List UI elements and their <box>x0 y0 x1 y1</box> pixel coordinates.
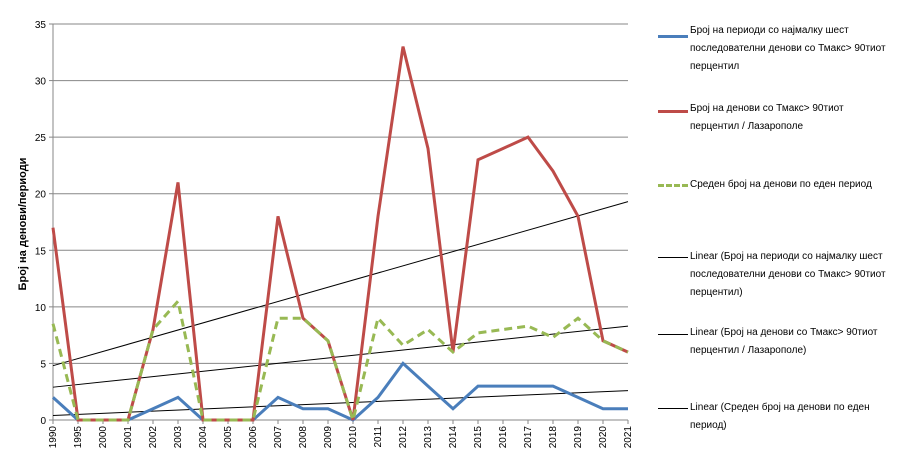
y-tick-label: 25 <box>35 133 47 144</box>
x-tick-label: 2007 <box>273 426 284 449</box>
legend-swatch-trend-average <box>658 408 688 409</box>
y-tick-label: 5 <box>40 359 46 370</box>
x-tick-label: 2020 <box>598 426 609 449</box>
x-tick-label: 2021 <box>623 426 634 449</box>
x-tick-label: 2018 <box>548 426 559 449</box>
x-tick-label: 2015 <box>473 426 484 449</box>
x-tick-label: 2005 <box>223 426 234 449</box>
y-tick-label: 15 <box>35 246 47 257</box>
legend-label-trend-average: Linear (Среден број на денови по еден пе… <box>690 402 870 431</box>
x-tick-label: 2008 <box>298 426 309 449</box>
series-line-1 <box>51 46 629 422</box>
x-tick-labels: 1990 1995 2000 2001 2002 2003 2004 2005 2006 2007… <box>48 426 634 449</box>
x-tick-label: 2002 <box>148 426 159 449</box>
x-tick-label: 2000 <box>98 426 109 449</box>
x-tick-label: 2014 <box>448 426 459 449</box>
legend: Број на периоди со најмалку шест последо… <box>658 0 898 475</box>
y-tick-labels: 0 5 10 15 20 25 30 35 <box>35 20 47 427</box>
legend-swatch-trend-periods <box>658 257 688 258</box>
y-tick-label: 20 <box>35 190 47 201</box>
y-tick-label: 30 <box>35 77 47 88</box>
legend-label-average: Среден број на денови по еден период <box>690 179 872 190</box>
legend-label-trend-periods: Linear (Број на периоди со најмалку шест… <box>690 251 886 298</box>
series-line-0 <box>51 361 628 422</box>
y-tick-label: 10 <box>35 303 47 314</box>
legend-label-trend-days: Linear (Број на денови со Тмакс> 90тиот … <box>690 327 878 356</box>
x-tick-label: 2017 <box>523 426 534 449</box>
x-tick-label: 2013 <box>423 426 434 449</box>
legend-label-periods: Број на периоди со најмалку шест последо… <box>690 25 886 72</box>
gridlines <box>53 23 628 364</box>
axes <box>49 23 629 424</box>
x-tick-label: 2012 <box>398 426 409 449</box>
x-tick-label: 2003 <box>173 426 184 449</box>
y-tick-label: 35 <box>35 20 47 31</box>
x-tick-label: 2009 <box>323 426 334 449</box>
trendline-1 <box>52 201 629 367</box>
x-tick-label: 1990 <box>48 426 59 449</box>
y-axis-label: Број на денови/периоди <box>17 158 29 291</box>
legend-swatch-average <box>658 184 688 187</box>
x-tick-label: 2010 <box>348 426 359 449</box>
legend-swatch-periods <box>658 35 688 38</box>
x-tick-label: 2016 <box>498 426 509 449</box>
x-tick-label: 2006 <box>248 426 259 449</box>
x-tick-label: 1995 <box>73 426 84 449</box>
trendline-0 <box>52 390 629 416</box>
x-tick-label: 2019 <box>573 426 584 449</box>
legend-swatch-trend-days <box>658 334 688 335</box>
x-tick-label: 2011 <box>373 426 384 448</box>
trendline-2 <box>52 325 629 388</box>
legend-swatch-days <box>658 110 688 113</box>
x-tick-label: 2001 <box>123 426 134 449</box>
data-series <box>51 46 629 426</box>
legend-label-days: Број на денови со Тмакс> 90тиот перценти… <box>690 103 844 132</box>
x-tick-label: 2004 <box>198 426 209 449</box>
y-tick-label: 0 <box>40 416 46 427</box>
series-line-2 <box>51 297 629 426</box>
